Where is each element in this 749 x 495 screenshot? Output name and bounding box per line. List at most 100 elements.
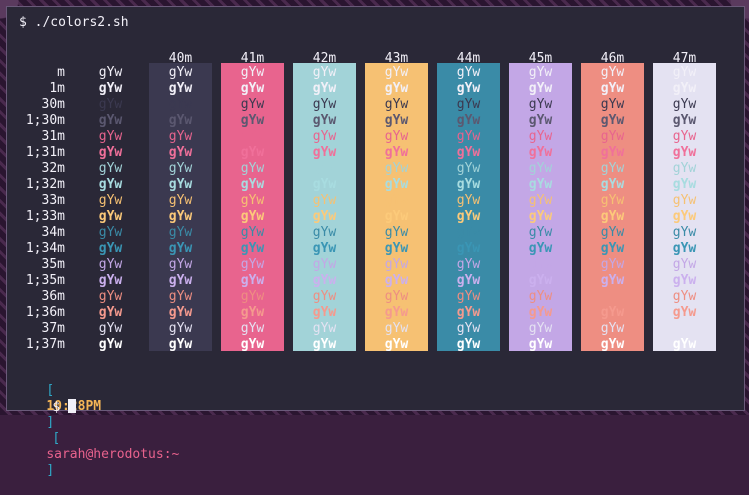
sample-cell: gYw bbox=[600, 81, 625, 96]
sample-cell: gYw bbox=[384, 65, 409, 80]
sample-cell: gYw bbox=[98, 321, 123, 336]
sample-cell: gYw bbox=[384, 273, 409, 288]
prompt-symbol: $ bbox=[52, 400, 61, 415]
sample-cell: gYw bbox=[456, 321, 481, 336]
sample-cell: gYw bbox=[528, 209, 553, 224]
row-label: 32m bbox=[41, 161, 65, 176]
bg-column-45m bbox=[509, 63, 572, 351]
sample-cell: gYw bbox=[456, 193, 481, 208]
sample-cell: gYw bbox=[240, 273, 265, 288]
sample-cell: gYw bbox=[528, 65, 553, 80]
row-label: 34m bbox=[41, 225, 65, 240]
sample-cell: gYw bbox=[312, 305, 337, 320]
sample-cell: gYw bbox=[456, 145, 481, 160]
row-label: 1m bbox=[49, 81, 65, 96]
sample-cell: gYw bbox=[240, 81, 265, 96]
sample-cell: gYw bbox=[600, 65, 625, 80]
sample-cell: gYw bbox=[528, 177, 553, 192]
row-label: m bbox=[57, 65, 65, 80]
sample-cell: gYw bbox=[312, 257, 337, 272]
sample-cell: gYw bbox=[528, 145, 553, 160]
sample-cell: gYw bbox=[600, 337, 625, 352]
sample-cell: gYw bbox=[600, 209, 625, 224]
sample-cell: gYw bbox=[312, 177, 337, 192]
sample-cell: gYw bbox=[312, 289, 337, 304]
sample-cell: gYw bbox=[600, 97, 625, 112]
sample-cell: gYw bbox=[456, 241, 481, 256]
sample-cell: gYw bbox=[528, 305, 553, 320]
sample-cell: gYw bbox=[384, 337, 409, 352]
sample-cell: gYw bbox=[672, 193, 697, 208]
terminal-window[interactable]: $ ./colors2.sh 40m 41m 42m 43m 44m 45m 46m 47m m… bbox=[6, 6, 745, 478]
sample-cell: gYw bbox=[168, 257, 193, 272]
row-label: 1;36m bbox=[25, 305, 65, 320]
sample-cell: gYw bbox=[240, 321, 265, 336]
sample-cell: gYw bbox=[672, 81, 697, 96]
sample-cell: gYw bbox=[240, 129, 265, 144]
sample-cell: gYw bbox=[98, 337, 123, 352]
sample-cell: gYw bbox=[600, 193, 625, 208]
user-close-bracket: ] bbox=[46, 463, 55, 478]
sample-cell: gYw bbox=[168, 113, 193, 128]
sample-cell: gYw bbox=[384, 257, 409, 272]
column-header-41m: 41m bbox=[240, 51, 265, 66]
sample-cell: gYw bbox=[98, 257, 123, 272]
command-line: $ ./colors2.sh bbox=[19, 15, 129, 30]
sample-cell: gYw bbox=[168, 81, 193, 96]
sample-cell: gYw bbox=[528, 321, 553, 336]
sample-cell: gYw bbox=[312, 97, 337, 112]
sample-cell: gYw bbox=[672, 289, 697, 304]
row-label: 33m bbox=[41, 193, 65, 208]
sample-cell: gYw bbox=[600, 161, 625, 176]
sample-cell: gYw bbox=[312, 337, 337, 352]
sample-cell: gYw bbox=[98, 81, 123, 96]
sample-cell: gYw bbox=[672, 209, 697, 224]
sample-cell: gYw bbox=[672, 337, 697, 352]
sample-cell: gYw bbox=[456, 257, 481, 272]
sample-cell: gYw bbox=[672, 113, 697, 128]
sample-cell: gYw bbox=[384, 145, 409, 160]
sample-cell: gYw bbox=[98, 97, 123, 112]
sample-cell: gYw bbox=[528, 289, 553, 304]
bg-column-47m bbox=[653, 63, 716, 351]
sample-cell: gYw bbox=[98, 305, 123, 320]
sample-cell: gYw bbox=[456, 129, 481, 144]
sample-cell: gYw bbox=[312, 225, 337, 240]
sample-cell: gYw bbox=[240, 337, 265, 352]
sample-cell: gYw bbox=[672, 257, 697, 272]
sample-cell: gYw bbox=[168, 225, 193, 240]
row-label: 1;34m bbox=[25, 241, 65, 256]
bg-column-40m bbox=[149, 63, 212, 351]
sample-cell: gYw bbox=[240, 177, 265, 192]
row-label: 1;31m bbox=[25, 145, 65, 160]
sample-cell: gYw bbox=[384, 209, 409, 224]
sample-cell: gYw bbox=[240, 305, 265, 320]
sample-cell: gYw bbox=[456, 81, 481, 96]
sample-cell: gYw bbox=[528, 129, 553, 144]
sample-cell: gYw bbox=[168, 273, 193, 288]
sample-cell: gYw bbox=[312, 65, 337, 80]
sample-cell: gYw bbox=[168, 65, 193, 80]
sample-cell: gYw bbox=[600, 113, 625, 128]
sample-cell: gYw bbox=[456, 289, 481, 304]
sample-cell: gYw bbox=[600, 257, 625, 272]
sample-cell: gYw bbox=[168, 305, 193, 320]
sample-cell: gYw bbox=[672, 145, 697, 160]
sample-cell: gYw bbox=[672, 225, 697, 240]
sample-cell: gYw bbox=[528, 273, 553, 288]
input-prompt[interactable]: $ bbox=[21, 383, 76, 432]
column-header-43m: 43m bbox=[384, 51, 409, 66]
sample-cell: gYw bbox=[528, 97, 553, 112]
sample-cell: gYw bbox=[672, 161, 697, 176]
sample-cell: gYw bbox=[456, 161, 481, 176]
sample-cell: gYw bbox=[98, 161, 123, 176]
sample-cell: gYw bbox=[384, 113, 409, 128]
text-cursor bbox=[67, 399, 76, 413]
user-open-bracket: [ bbox=[52, 431, 61, 446]
sample-cell: gYw bbox=[528, 257, 553, 272]
sample-cell: gYw bbox=[312, 81, 337, 96]
sample-cell: gYw bbox=[456, 273, 481, 288]
row-label: 36m bbox=[41, 289, 65, 304]
sample-cell: gYw bbox=[312, 273, 337, 288]
sample-cell: gYw bbox=[98, 145, 123, 160]
